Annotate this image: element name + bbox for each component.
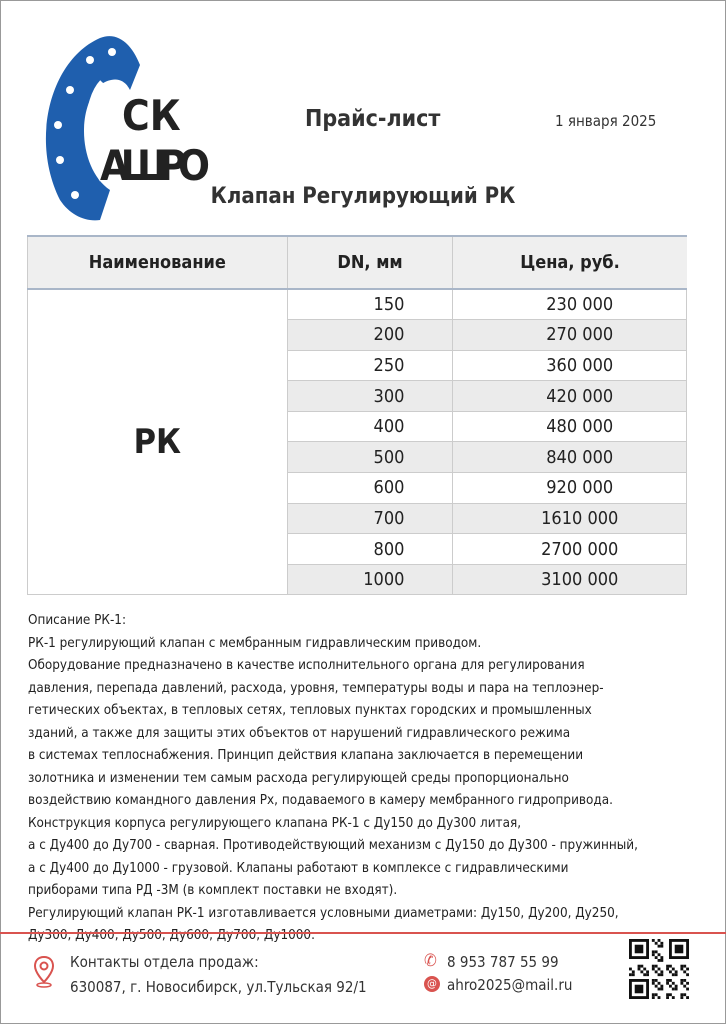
description-line: гетических объектах, в тепловых сетях, т… bbox=[28, 703, 592, 718]
description-line: приборами типа РД -3М (в комплект постав… bbox=[28, 883, 398, 898]
svg-text:АШРО: АШРО bbox=[100, 141, 210, 190]
header-name: Наименование bbox=[27, 235, 288, 290]
page-title: Прайс-лист bbox=[305, 106, 441, 132]
location-pin-icon bbox=[33, 955, 55, 988]
description-line: а с Ду400 до Ду1000 - грузовой. Клапаны … bbox=[28, 860, 569, 876]
price-cell: 840 000 bbox=[452, 441, 687, 474]
footer-divider bbox=[0, 932, 726, 934]
dn-cell: 250 bbox=[286, 349, 454, 382]
description-line: в системах теплоснабжения. Принцип дейст… bbox=[28, 748, 584, 763]
table-row: 300 420 000 bbox=[28, 380, 687, 412]
description-line: Ду300, Ду400, Ду500, Ду600, Ду700, Ду100… bbox=[28, 928, 315, 943]
price-cell: 920 000 bbox=[452, 472, 687, 504]
table-row: 600 920 000 bbox=[28, 472, 687, 504]
header-dn: DN, мм bbox=[286, 235, 453, 290]
price-cell: 270 000 bbox=[452, 319, 687, 351]
svg-text:СК: СК bbox=[122, 91, 181, 140]
header-price: Цена, руб. bbox=[452, 235, 687, 290]
dn-cell: 1000 bbox=[286, 563, 454, 596]
dn-cell: 200 bbox=[286, 319, 454, 351]
dn-cell: 700 bbox=[286, 502, 454, 535]
price-cell: 230 000 bbox=[452, 288, 687, 321]
dn-cell: 150 bbox=[286, 288, 454, 321]
table-row: 400 480 000 bbox=[28, 410, 687, 443]
dn-cell: 400 bbox=[286, 410, 454, 443]
table-row: РК 150 230 000 bbox=[27, 288, 687, 596]
price-cell: 3100 000 bbox=[452, 563, 687, 596]
price-cell: 1610 000 bbox=[452, 502, 687, 535]
price-cell: 2700 000 bbox=[452, 533, 687, 565]
price-cell: 420 000 bbox=[452, 380, 687, 412]
table-row: 1000 3100 000 bbox=[28, 563, 687, 596]
dn-cell: 800 bbox=[286, 533, 454, 565]
price-cell: 480 000 bbox=[452, 410, 687, 443]
description-line: а с Ду400 до Ду700 - сварная. Противодей… bbox=[28, 838, 638, 853]
phone-number[interactable]: 8 953 787 55 99 bbox=[447, 953, 559, 971]
description-line: Описание РК-1: bbox=[28, 613, 127, 628]
description-line: воздействию командного давления Рх, пода… bbox=[28, 793, 613, 808]
product-name: РК bbox=[27, 288, 288, 596]
description-line: Конструкция корпуса регулирующего клапан… bbox=[28, 815, 522, 831]
description-line: зданий, а также для защиты этих объектов… bbox=[28, 725, 571, 741]
description-line: Регулирующий клапан РК-1 изготавливается… bbox=[28, 905, 619, 921]
dn-cell: 500 bbox=[286, 441, 454, 474]
dn-cell: 300 bbox=[286, 380, 454, 412]
email-icon: @ bbox=[424, 976, 440, 992]
price-cell: 360 000 bbox=[452, 349, 687, 382]
table-row: 500 840 000 bbox=[28, 441, 687, 474]
phone-icon: ✆ bbox=[424, 951, 437, 971]
email[interactable]: ahro2025@mail.ru bbox=[447, 976, 573, 994]
price-date: 1 января 2025 bbox=[555, 112, 657, 130]
product-title: Клапан Регулирующий РК bbox=[210, 184, 516, 209]
description-line: давления, перепада давлений, расхода, ур… bbox=[28, 680, 604, 696]
table-row: 700 1610 000 bbox=[28, 502, 687, 535]
product-description: Описание РК-1: РК-1 регулирующий клапан с… bbox=[28, 610, 708, 948]
price-table: Наименование DN, мм Цена, руб. РК 150 230 … bbox=[27, 235, 687, 596]
description-line: Оборудование предназначено в качестве ис… bbox=[28, 658, 585, 673]
contacts-label: Контакты отдела продаж: bbox=[70, 953, 259, 971]
description-line: РК-1 регулирующий клапан с мембранным ги… bbox=[28, 635, 482, 651]
qr-code[interactable] bbox=[629, 939, 689, 999]
company-logo: СК АШРО bbox=[45, 36, 210, 221]
dn-cell: 600 bbox=[286, 472, 454, 504]
address: 630087, г. Новосибирск, ул.Тульская 92/1 bbox=[70, 978, 367, 996]
description-line: золотника и изменении тем самым расхода … bbox=[28, 770, 569, 786]
